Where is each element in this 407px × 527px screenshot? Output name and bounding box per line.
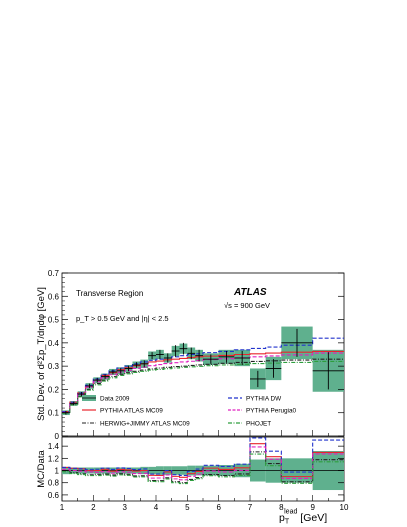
legend-entry-herwig: HERWIG+JIMMY ATLAS MC09 [82,421,190,428]
energy-label: √s = 900 GeV [224,301,270,310]
main-panel: 0 0.1 0.2 0.3 0.4 0.5 0.6 0.7 Std. Dev. of d²Σp… [36,269,345,441]
legend-phojet-label: PHOJET [246,421,271,428]
main-y-tick-label: 0 [55,432,60,441]
legend: Data 2009 PYTHIA ATLAS MC09 HERWIG+JIMMY… [82,395,297,428]
ratio-y-ticks: 0.6 0.8 1 1.2 1.4 [48,442,344,500]
legend-entry-pythia-dw: PYTHIA DW [228,396,282,403]
x-tick-label: 8 [279,503,284,512]
main-y-axis-label: Std. Dev. of d²Σp_T/dηdφ [GeV] [36,287,47,421]
ratio-series-4 [62,453,344,485]
legend-entry-phojet: PHOJET [228,421,271,428]
x-axis-label: pTlead [GeV] [279,509,327,526]
main-y-tick-label: 0.4 [48,339,60,348]
ratio-series-2 [62,437,344,476]
ratio-y-tick-label: 1.2 [48,454,60,463]
x-tick-label: 4 [154,503,159,512]
region-label: Transverse Region [76,289,143,298]
legend-herwig-label: HERWIG+JIMMY ATLAS MC09 [100,421,190,428]
main-y-tick-label: 0.1 [48,409,60,418]
legend-entry-data: Data 2009 [82,395,130,403]
ratio-panel: 0.6 0.8 1 1.2 1.4 1 2 3 4 5 6 7 8 9 10 MC/Data pTlead… [36,436,349,526]
main-x-ticks [61,430,345,436]
main-y-ticks: 0 0.1 0.2 0.3 0.4 0.5 0.6 0.7 [48,269,344,441]
ratio-y-tick-label: 0.6 [48,491,60,500]
legend-perugia0-label: PYTHIA Perugia0 [246,408,297,415]
main-y-tick-label: 0.6 [48,292,60,301]
legend-data-label: Data 2009 [100,396,130,403]
ratio-y-tick-label: 0.8 [48,479,60,488]
ratio-series-1 [62,451,344,484]
main-y-tick-label: 0.2 [48,385,60,394]
ratio-series-3 [62,446,344,481]
experiment-label: ATLAS [233,287,267,298]
legend-pythia-dw-label: PYTHIA DW [246,396,282,403]
legend-pythia-mc09-label: PYTHIA ATLAS MC09 [100,408,163,415]
ratio-mc-lines [62,437,344,485]
x-tick-label: 3 [122,503,127,512]
mc-series-1 [62,358,344,414]
legend-entry-perugia0: PYTHIA Perugia0 [228,408,297,415]
ratio-x-ticks: 1 2 3 4 5 6 7 8 9 10 [60,495,349,512]
mc-series-3 [62,352,344,413]
x-tick-label: 9 [310,503,315,512]
ratio-y-axis-label: MC/Data [36,450,47,488]
main-y-tick-label: 0.3 [48,362,60,371]
legend-entry-pythia-mc09: PYTHIA ATLAS MC09 [82,408,163,415]
x-tick-label: 5 [185,503,190,512]
x-tick-label: 7 [248,503,253,512]
x-tick-label: 1 [60,503,65,512]
x-tick-label: 10 [340,503,349,512]
x-tick-label: 2 [91,503,96,512]
x-tick-label: 6 [216,503,221,512]
cuts-label: p_T > 0.5 GeV and |η| < 2.5 [76,314,169,323]
main-y-tick-label: 0.7 [48,269,60,278]
mc-series-4 [62,360,344,414]
main-y-tick-label: 0.5 [48,316,60,325]
ratio-y-tick-label: 1.4 [48,442,60,451]
ratio-y-tick-label: 1 [55,467,60,476]
